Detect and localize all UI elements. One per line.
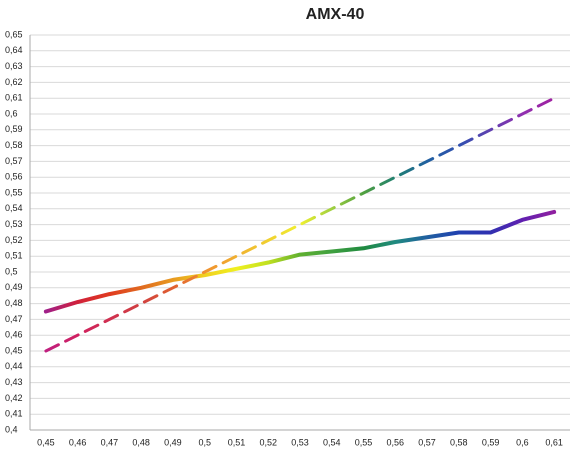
y-tick-label: 0,51: [5, 251, 23, 261]
y-tick-label: 0,44: [5, 361, 23, 371]
y-tick-label: 0,6: [5, 108, 18, 118]
x-tick-label: 0,61: [545, 437, 563, 447]
y-tick-label: 0,4: [5, 424, 18, 434]
x-tick-label: 0,55: [355, 437, 373, 447]
y-tick-label: 0,5: [5, 266, 18, 276]
y-tick-label: 0,49: [5, 282, 23, 292]
x-tick-label: 0,51: [228, 437, 246, 447]
x-tick-label: 0,47: [101, 437, 119, 447]
y-tick-label: 0,63: [5, 61, 23, 71]
series-line: [44, 96, 556, 353]
y-tick-label: 0,57: [5, 156, 23, 166]
y-tick-label: 0,54: [5, 203, 23, 213]
y-tick-label: 0,46: [5, 330, 23, 340]
x-tick-label: 0,54: [323, 437, 341, 447]
y-tick-label: 0,47: [5, 314, 23, 324]
y-tick-label: 0,45: [5, 345, 23, 355]
x-tick-label: 0,56: [387, 437, 405, 447]
x-tick-label: 0,53: [291, 437, 309, 447]
x-tick-label: 0,6: [516, 437, 529, 447]
x-tick-label: 0,52: [259, 437, 277, 447]
x-tick-label: 0,45: [37, 437, 55, 447]
x-tick-label: 0,46: [69, 437, 87, 447]
y-tick-label: 0,58: [5, 140, 23, 150]
chart-title: AMX-40: [306, 6, 365, 23]
y-tick-label: 0,56: [5, 172, 23, 182]
x-tick-label: 0,57: [418, 437, 436, 447]
y-tick-label: 0,52: [5, 235, 23, 245]
y-tick-label: 0,41: [5, 409, 23, 419]
y-tick-label: 0,55: [5, 187, 23, 197]
x-tick-label: 0,58: [450, 437, 468, 447]
y-tick-label: 0,62: [5, 77, 23, 87]
y-tick-label: 0,64: [5, 45, 23, 55]
y-tick-label: 0,43: [5, 377, 23, 387]
y-tick-label: 0,59: [5, 124, 23, 134]
x-tick-label: 0,59: [482, 437, 500, 447]
y-tick-label: 0,53: [5, 219, 23, 229]
x-tick-label: 0,49: [164, 437, 182, 447]
x-tick-label: 0,48: [132, 437, 150, 447]
y-tick-label: 0,61: [5, 93, 23, 103]
y-tick-label: 0,48: [5, 298, 23, 308]
y-tick-label: 0,65: [5, 29, 23, 39]
x-tick-label: 0,5: [198, 437, 211, 447]
series-line: [43, 209, 557, 314]
y-tick-label: 0,42: [5, 393, 23, 403]
